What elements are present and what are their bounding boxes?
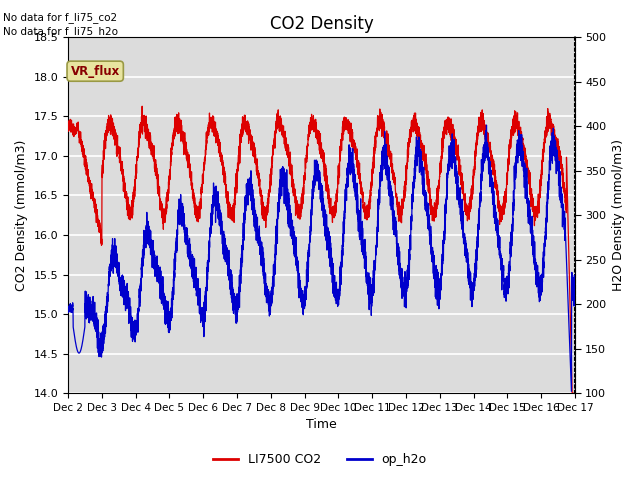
Text: No data for f_li75_h2o: No data for f_li75_h2o	[3, 26, 118, 37]
Y-axis label: CO2 Density (mmol/m3): CO2 Density (mmol/m3)	[15, 140, 28, 291]
X-axis label: Time: Time	[306, 419, 337, 432]
Y-axis label: H2O Density (mmol/m3): H2O Density (mmol/m3)	[612, 139, 625, 291]
Legend: LI7500 CO2, op_h2o: LI7500 CO2, op_h2o	[209, 448, 431, 471]
Text: VR_flux: VR_flux	[70, 65, 120, 78]
Title: CO2 Density: CO2 Density	[269, 15, 373, 33]
Text: No data for f_li75_co2: No data for f_li75_co2	[3, 12, 117, 23]
